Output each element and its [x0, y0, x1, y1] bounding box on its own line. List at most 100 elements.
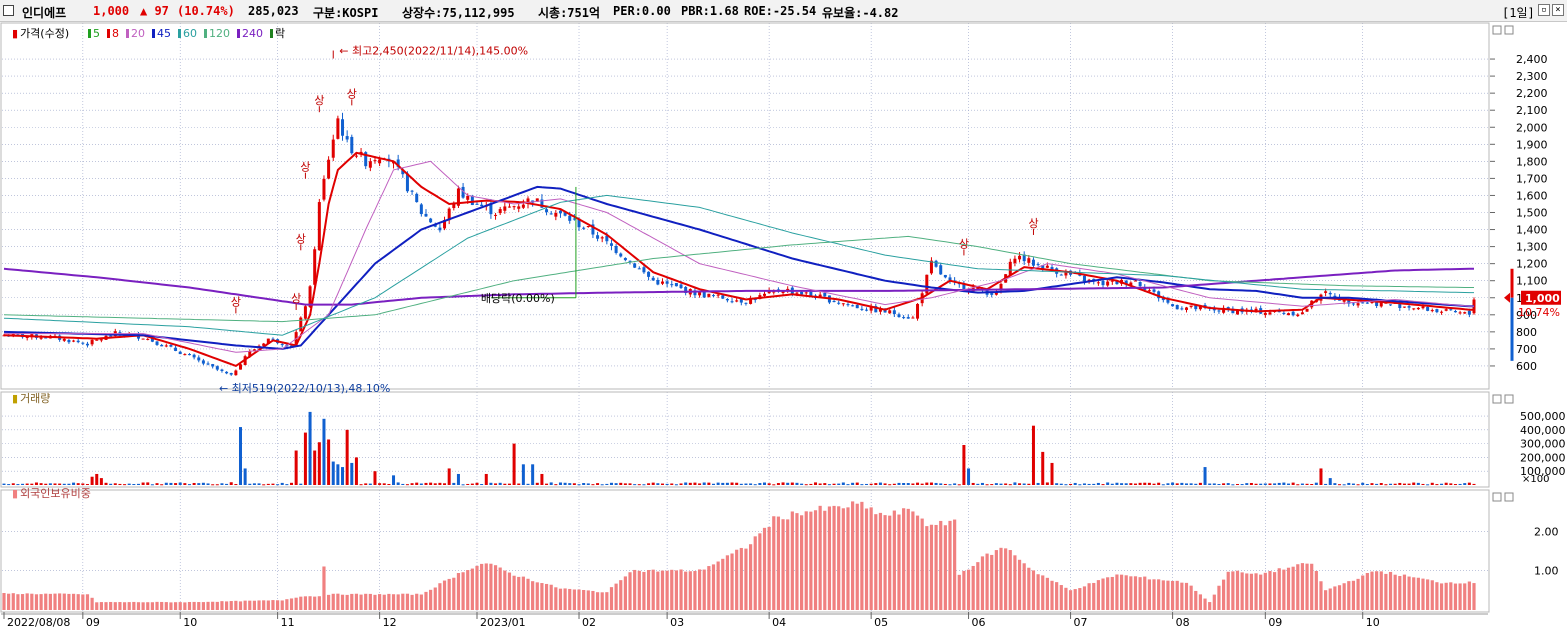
- volume-bar: [1402, 483, 1406, 485]
- foreign-bar: [71, 593, 76, 610]
- foreign-bar: [373, 594, 377, 610]
- volume-bar: [1069, 483, 1073, 485]
- volume-bar: [929, 482, 933, 485]
- volume-bar: [429, 482, 433, 485]
- foreign-bar: [925, 526, 929, 610]
- candle: [855, 304, 859, 309]
- candle: [939, 262, 943, 275]
- foreign-bar: [985, 553, 989, 610]
- price-panel[interactable]: [2, 112, 1476, 376]
- volume-bar: [786, 482, 790, 485]
- restore-icon[interactable]: ▫: [1538, 4, 1550, 16]
- close-icon[interactable]: ×: [1552, 4, 1564, 16]
- volume-bar: [1096, 482, 1100, 485]
- panel-restore-icon[interactable]: [1492, 394, 1502, 404]
- foreign-bar: [1235, 570, 1240, 610]
- foreign-ownership-panel[interactable]: [2, 501, 1476, 610]
- foreign-bar: [1337, 585, 1342, 610]
- candle: [234, 369, 238, 376]
- price-tick-label: 1,900: [1516, 138, 1548, 151]
- volume-bar: [1412, 482, 1416, 485]
- panel-restore-icon[interactable]: [1492, 492, 1502, 502]
- foreign-bar: [1453, 583, 1458, 610]
- candle: [164, 343, 168, 348]
- ma-legend-label: 8: [112, 27, 119, 40]
- volume-bar: [1133, 483, 1137, 485]
- x-tick-label: 07: [1074, 616, 1088, 629]
- volume-bar: [1472, 483, 1476, 485]
- foreign-bar: [1384, 573, 1388, 610]
- volume-bar: [62, 483, 66, 485]
- foreign-bar: [1138, 577, 1142, 610]
- foreign-bar: [619, 580, 623, 610]
- candle: [396, 154, 400, 171]
- panel-close-icon[interactable]: [1504, 492, 1514, 502]
- foreign-bar: [730, 553, 734, 610]
- candle: [563, 212, 567, 217]
- volume-bar: [535, 482, 539, 485]
- foreign-bar: [39, 594, 43, 610]
- volume-bar: [1389, 483, 1393, 485]
- candle: [345, 130, 349, 143]
- foreign-bar: [67, 593, 71, 610]
- panel-close-icon[interactable]: [1504, 25, 1514, 35]
- volume-bar: [563, 482, 567, 485]
- volume-bar: [934, 482, 938, 485]
- volume-bar: [475, 482, 479, 485]
- volume-bar: [1231, 484, 1235, 486]
- candle: [888, 309, 892, 314]
- volume-bar: [800, 483, 804, 485]
- foreign-bar: [378, 594, 382, 610]
- volume-bar: [1147, 482, 1151, 485]
- grid-lines: [2, 23, 1488, 612]
- foreign-bar: [438, 583, 442, 610]
- volume-bar: [2, 483, 6, 485]
- foreign-bar: [160, 601, 164, 610]
- x-tick-label: 10: [1366, 616, 1380, 629]
- foreign-bar: [1286, 567, 1291, 610]
- candle: [419, 203, 423, 217]
- price-tick-label: 1,800: [1516, 155, 1548, 168]
- foreign-bar: [1055, 582, 1059, 610]
- foreign-bar: [1170, 580, 1175, 610]
- x-tick-label: 09: [1268, 616, 1282, 629]
- select-checkbox[interactable]: [3, 5, 14, 16]
- panel-restore-icon[interactable]: [1492, 25, 1502, 35]
- candle: [178, 350, 182, 355]
- foreign-bar: [220, 601, 224, 610]
- volume-bar: [132, 484, 136, 486]
- volume-bar: [1365, 484, 1369, 486]
- candle: [183, 353, 187, 356]
- panel-close-icon[interactable]: [1504, 394, 1514, 404]
- foreign-bar: [781, 519, 785, 610]
- foreign-bar: [707, 566, 711, 610]
- volume-panel[interactable]: [2, 411, 1476, 486]
- volume-bar: [174, 483, 178, 485]
- foreign-bar: [197, 602, 201, 610]
- foreign-bar: [1004, 548, 1008, 610]
- volume-bar: [197, 483, 201, 485]
- foreign-bar: [1096, 580, 1100, 610]
- foreign-bar: [489, 563, 493, 610]
- foreign-bar: [1472, 583, 1476, 610]
- foreign-bar: [1333, 586, 1337, 610]
- foreign-bar: [688, 571, 692, 610]
- volume-bar: [967, 468, 971, 485]
- foreign-bar: [1458, 583, 1462, 610]
- foreign-bar: [248, 600, 252, 610]
- volume-bar: [401, 483, 405, 485]
- candle: [192, 353, 196, 360]
- foreign-bar: [1259, 574, 1263, 610]
- foreign-bar: [716, 561, 720, 610]
- candle: [201, 358, 205, 366]
- volume-bar: [888, 484, 892, 486]
- foreign-bar: [127, 602, 131, 610]
- volume-bar: [1036, 482, 1040, 485]
- candle: [739, 298, 743, 306]
- period-label[interactable]: [1일]: [1502, 6, 1535, 20]
- candle: [688, 288, 692, 298]
- candle: [1305, 308, 1309, 312]
- foreign-bar: [827, 506, 832, 610]
- volume-bar: [1008, 484, 1012, 486]
